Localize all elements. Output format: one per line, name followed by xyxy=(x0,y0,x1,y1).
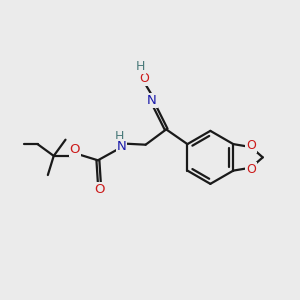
Text: O: O xyxy=(246,163,256,176)
Text: O: O xyxy=(94,183,105,196)
Text: O: O xyxy=(246,139,256,152)
Text: N: N xyxy=(147,94,157,107)
Text: O: O xyxy=(70,142,80,156)
Text: H: H xyxy=(114,130,124,143)
Text: O: O xyxy=(139,72,149,85)
Text: H: H xyxy=(136,60,145,73)
Text: N: N xyxy=(117,140,126,153)
